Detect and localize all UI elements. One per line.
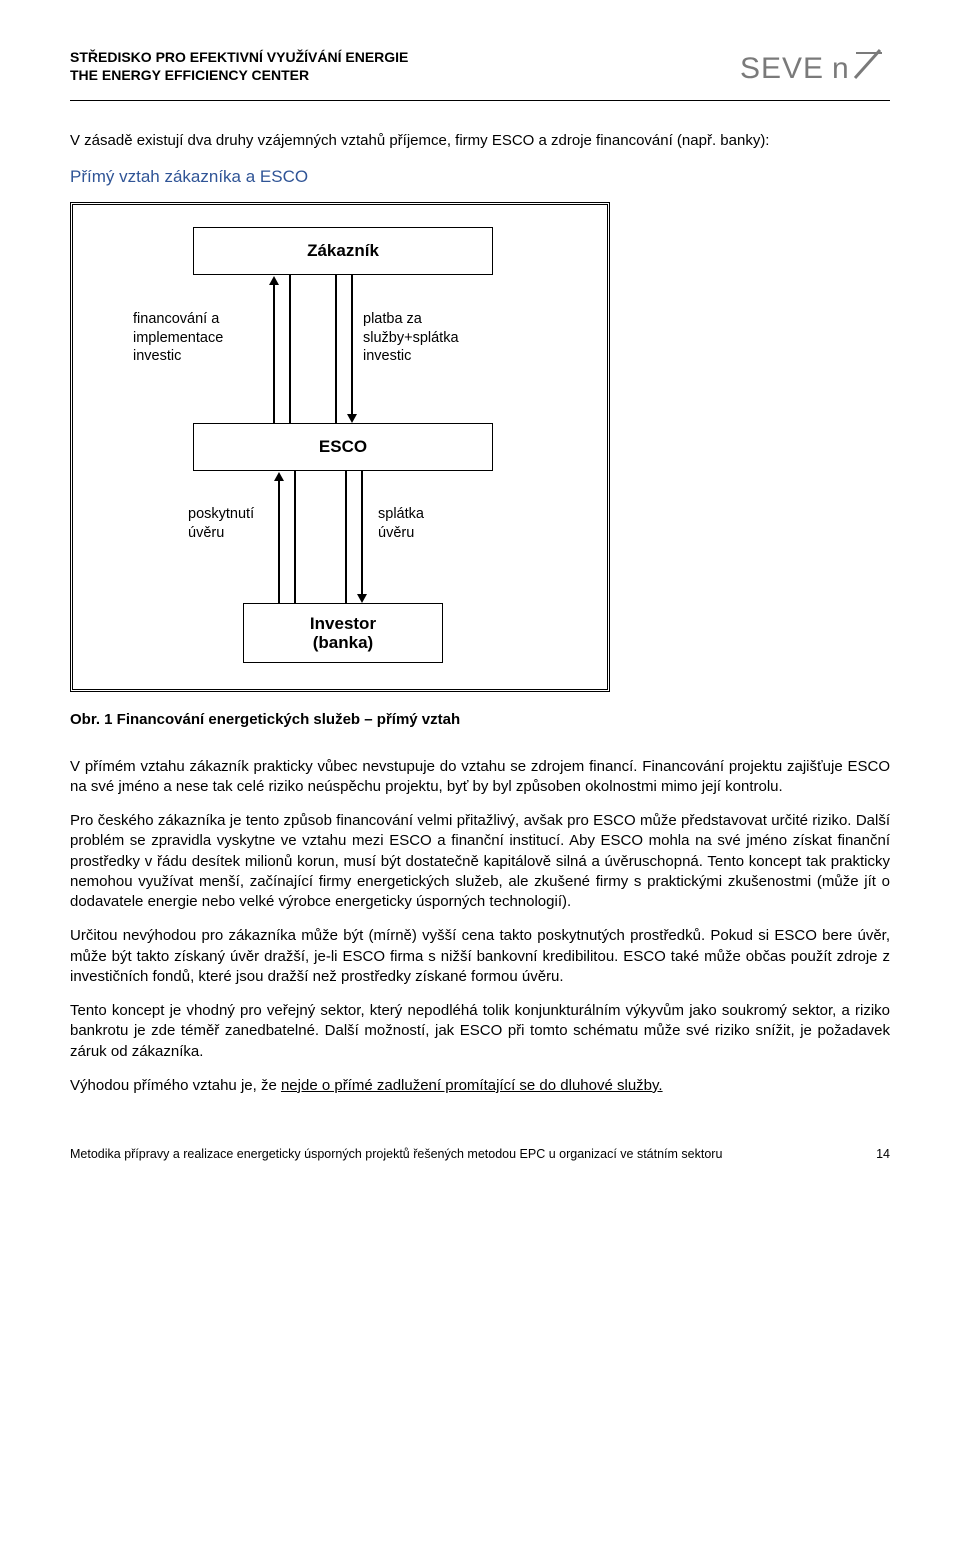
- arrow-line: [294, 471, 296, 603]
- arrow-line: [273, 284, 275, 423]
- diagram-label-financing-3: investic: [133, 347, 223, 365]
- arrow-head-up-icon: [274, 472, 284, 481]
- diagram-box-investor-label1: Investor: [310, 614, 376, 634]
- diagram-box-investor: Investor (banka): [243, 603, 443, 663]
- paragraph-3: Určitou nevýhodou pro zákazníka může být…: [70, 926, 890, 987]
- arrow-head-up-icon: [269, 276, 279, 285]
- diagram-direct-relation: Zákazník ESCO Investor (banka) financová…: [70, 202, 610, 692]
- diagram-label-payment-2: služby+splátka: [363, 329, 459, 347]
- diagram-label-loan-repayment-2: úvěru: [378, 524, 424, 542]
- paragraph-5-prefix: Výhodou přímého vztahu je, že: [70, 1077, 281, 1094]
- arrow-line: [335, 275, 337, 423]
- paragraph-4: Tento koncept je vhodný pro veřejný sekt…: [70, 1001, 890, 1062]
- diagram-label-payment-3: investic: [363, 347, 459, 365]
- paragraph-5: Výhodou přímého vztahu je, že nejde o př…: [70, 1076, 890, 1096]
- arrow-line: [345, 471, 347, 603]
- diagram-box-esco-label: ESCO: [319, 436, 367, 459]
- diagram-label-loan-repayment-1: splátka: [378, 505, 424, 523]
- diagram-label-loan-provision: poskytnutí úvěru: [188, 505, 254, 541]
- figure-caption: Obr. 1 Financování energetických služeb …: [70, 710, 890, 730]
- diagram-box-esco: ESCO: [193, 423, 493, 471]
- diagram-label-financing-2: implementace: [133, 329, 223, 347]
- diagram-label-loan-provision-1: poskytnutí: [188, 505, 254, 523]
- arrow-head-down-icon: [357, 594, 367, 603]
- svg-text:SEVE: SEVE: [740, 52, 824, 85]
- paragraph-2: Pro českého zákazníka je tento způsob fi…: [70, 811, 890, 912]
- diagram-label-loan-repayment: splátka úvěru: [378, 505, 424, 541]
- section-heading: Přímý vztah zákazníka a ESCO: [70, 166, 890, 189]
- arrow-line: [289, 275, 291, 423]
- diagram-box-zakaznik: Zákazník: [193, 227, 493, 275]
- diagram-label-financing-1: financování a: [133, 310, 223, 328]
- diagram-box-zakaznik-label: Zákazník: [307, 240, 379, 263]
- header-org-name: STŘEDISKO PRO EFEKTIVNÍ VYUŽÍVÁNÍ ENERGI…: [70, 48, 408, 84]
- header-line1: STŘEDISKO PRO EFEKTIVNÍ VYUŽÍVÁNÍ ENERGI…: [70, 48, 408, 66]
- diagram-label-payment: platba za služby+splátka investic: [363, 310, 459, 364]
- page-footer: Metodika přípravy a realizace energetick…: [70, 1146, 890, 1163]
- intro-paragraph: V zásadě existují dva druhy vzájemných v…: [70, 131, 890, 151]
- page: STŘEDISKO PRO EFEKTIVNÍ VYUŽÍVÁNÍ ENERGI…: [0, 0, 960, 1193]
- footer-text: Metodika přípravy a realizace energetick…: [70, 1146, 722, 1163]
- diagram-label-financing: financování a implementace investic: [133, 310, 223, 364]
- svg-text:n: n: [832, 52, 849, 85]
- arrow-line: [278, 480, 280, 603]
- footer-page-number: 14: [876, 1146, 890, 1163]
- arrow-line: [351, 275, 353, 414]
- page-header: STŘEDISKO PRO EFEKTIVNÍ VYUŽÍVÁNÍ ENERGI…: [70, 48, 890, 101]
- seven-logo-icon: SEVE n: [740, 48, 890, 92]
- arrow-line: [361, 471, 363, 594]
- paragraph-1: V přímém vztahu zákazník prakticky vůbec…: [70, 757, 890, 798]
- header-line2: THE ENERGY EFFICIENCY CENTER: [70, 66, 408, 84]
- diagram-label-loan-provision-2: úvěru: [188, 524, 254, 542]
- paragraph-5-underline: nejde o přímé zadlužení promítající se d…: [281, 1077, 663, 1094]
- header-logo: SEVE n: [740, 48, 890, 98]
- diagram-label-payment-1: platba za: [363, 310, 459, 328]
- diagram-box-investor-label2: (banka): [313, 633, 373, 653]
- arrow-head-down-icon: [347, 414, 357, 423]
